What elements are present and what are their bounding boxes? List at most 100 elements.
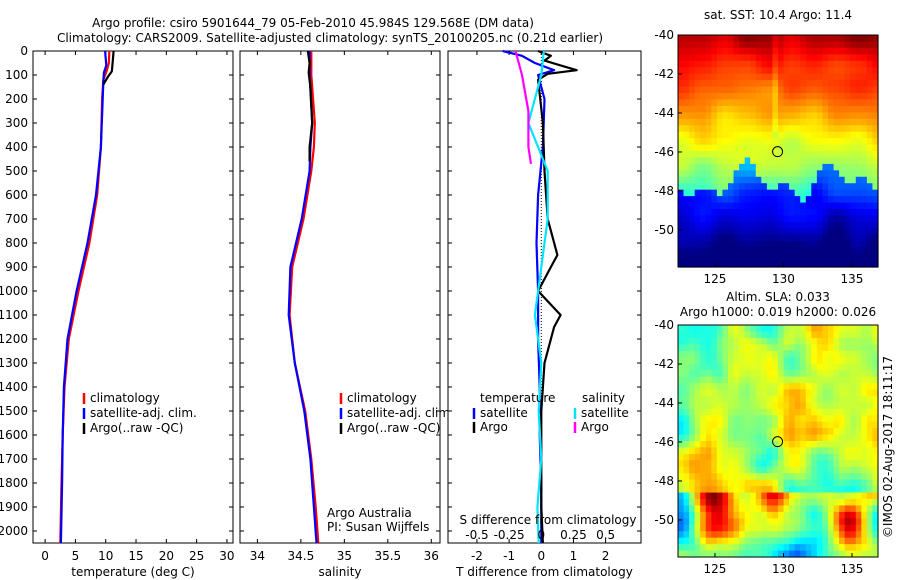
heatmap-cell bbox=[783, 221, 790, 229]
heatmap-cell bbox=[766, 196, 774, 204]
heatmap-cell bbox=[811, 447, 818, 455]
heatmap-cell bbox=[728, 170, 735, 178]
heatmap-cell bbox=[761, 144, 768, 152]
heatmap-cell bbox=[794, 544, 801, 552]
heatmap-cell bbox=[811, 544, 818, 552]
heatmap-cell bbox=[789, 428, 796, 436]
heatmap-cell bbox=[700, 189, 707, 197]
heatmap-cell bbox=[816, 486, 824, 494]
heatmap-cell bbox=[728, 486, 735, 494]
heatmap-cell bbox=[833, 221, 840, 229]
heatmap-cell bbox=[772, 112, 779, 120]
heatmap-cell bbox=[750, 357, 757, 365]
heatmap-cell bbox=[705, 47, 712, 55]
heatmap-cell bbox=[833, 60, 840, 68]
heatmap-cell bbox=[855, 247, 862, 255]
heatmap-cell bbox=[766, 183, 774, 191]
heatmap-cell bbox=[855, 447, 862, 455]
heatmap-cell bbox=[716, 131, 724, 139]
heatmap-cell bbox=[766, 80, 774, 88]
difference-profile-chart: -2 -1 0 1 2T difference from climatologytemp… bbox=[447, 49, 642, 579]
heatmap-cell bbox=[700, 370, 707, 378]
heatmap-cell bbox=[722, 544, 729, 552]
heatmap-cell bbox=[828, 370, 835, 378]
heatmap-cell bbox=[744, 241, 751, 249]
heatmap-cell bbox=[750, 138, 757, 146]
heatmap-cell bbox=[778, 473, 785, 481]
heatmap-cell bbox=[805, 499, 812, 507]
heatmap-cell bbox=[678, 434, 685, 442]
heatmap-cell bbox=[733, 221, 740, 229]
heatmap-cell bbox=[678, 344, 685, 352]
heatmap-cell bbox=[705, 453, 712, 461]
heatmap-cell bbox=[828, 441, 835, 449]
heatmap-cell bbox=[739, 247, 746, 255]
heatmap-cell bbox=[850, 125, 857, 133]
heatmap-cell bbox=[739, 67, 746, 75]
heatmap-cell bbox=[744, 499, 751, 507]
heatmap-cell bbox=[683, 209, 690, 217]
heatmap-cell bbox=[844, 93, 851, 101]
plot-frame bbox=[32, 50, 234, 544]
heatmap-cell bbox=[855, 241, 862, 249]
heatmap-cell bbox=[811, 131, 818, 139]
heatmap-cell bbox=[761, 428, 768, 436]
heatmap-cell bbox=[822, 54, 829, 62]
heatmap-cell bbox=[789, 383, 796, 391]
heatmap-cell bbox=[733, 415, 740, 423]
heatmap-cell bbox=[733, 67, 740, 75]
heatmap-cell bbox=[855, 531, 862, 539]
heatmap-cell bbox=[689, 247, 696, 255]
heatmap-cell bbox=[733, 47, 740, 55]
heatmap-cell bbox=[844, 54, 851, 62]
heatmap-cell bbox=[855, 466, 862, 474]
heatmap-cell bbox=[805, 202, 812, 210]
heatmap-cell bbox=[866, 331, 874, 339]
heatmap-cell bbox=[805, 550, 812, 558]
temperature-profile-chart: 0100200300400500600700800900100011001200… bbox=[0, 44, 235, 579]
heatmap-cell bbox=[783, 505, 790, 513]
heatmap-cell bbox=[794, 524, 801, 532]
heatmap-cell bbox=[761, 105, 768, 113]
heatmap-cell bbox=[733, 434, 740, 442]
heatmap-cell bbox=[683, 466, 690, 474]
heatmap-cell bbox=[678, 370, 685, 378]
series-line-s-satellite bbox=[527, 50, 549, 544]
heatmap-cell bbox=[866, 93, 874, 101]
heatmap-cell bbox=[694, 460, 701, 468]
heatmap-cell bbox=[800, 537, 807, 545]
heatmap-cell bbox=[700, 131, 707, 139]
heatmap-cell bbox=[855, 511, 862, 519]
heatmap-cell bbox=[716, 531, 724, 539]
heatmap-cell bbox=[689, 499, 696, 507]
heatmap-cell bbox=[766, 67, 774, 75]
heatmap-cell bbox=[739, 550, 746, 558]
heatmap-cell bbox=[733, 183, 740, 191]
heatmap-cell bbox=[750, 473, 757, 481]
heatmap-cell bbox=[855, 151, 862, 159]
heatmap-cell bbox=[761, 189, 768, 197]
heatmap-cell bbox=[861, 228, 868, 236]
heatmap-cell bbox=[733, 389, 740, 397]
heatmap-cell bbox=[828, 383, 835, 391]
heatmap-cell bbox=[722, 415, 729, 423]
heatmap-cell bbox=[844, 357, 851, 365]
heatmap-cell bbox=[855, 131, 862, 139]
heatmap-cell bbox=[772, 144, 779, 152]
heatmap-cell bbox=[816, 41, 824, 49]
heatmap-cell bbox=[833, 112, 840, 120]
heatmap-cell bbox=[778, 67, 785, 75]
heatmap-cell bbox=[733, 241, 740, 249]
heatmap-cell bbox=[866, 350, 874, 358]
heatmap-cell bbox=[783, 421, 790, 429]
heatmap-cell bbox=[694, 453, 701, 461]
heatmap-cell bbox=[794, 531, 801, 539]
heatmap-cell bbox=[800, 125, 807, 133]
heatmap-cell bbox=[716, 357, 724, 365]
heatmap-cell bbox=[861, 344, 868, 352]
heatmap-cell bbox=[822, 492, 829, 500]
heatmap-cell bbox=[783, 357, 790, 365]
heatmap-cell bbox=[805, 350, 812, 358]
heatmap-cell bbox=[861, 337, 868, 345]
heatmap-cell bbox=[761, 331, 768, 339]
